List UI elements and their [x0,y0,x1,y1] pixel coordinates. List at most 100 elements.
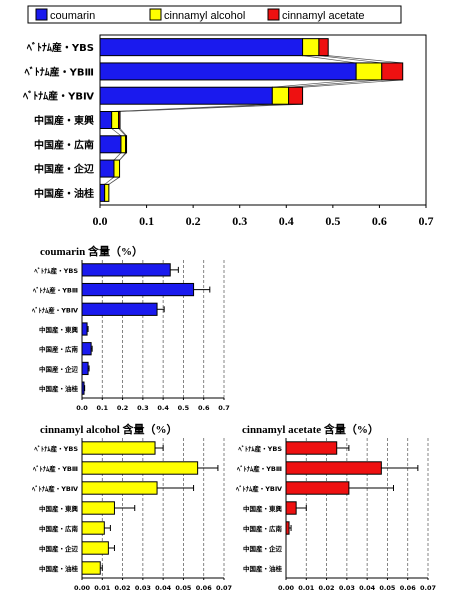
x-tick-label: 0.01 [94,584,111,592]
x-tick-label: 0.05 [379,584,396,592]
bar-segment [99,159,115,178]
legend: coumarin cinnamyl alcohol cinnamyl acetate [27,5,402,24]
legend-label: coumarin [50,10,95,22]
x-tick-label: 0.5 [178,404,190,412]
series-connector-line [119,128,127,137]
bar-segment [271,86,290,105]
category-label: ﾍﾞﾄﾅﾑ産・YBS [237,444,282,453]
bar-segment [381,62,404,81]
x-tick-label: 0.2 [186,214,201,228]
bar-segment [318,38,329,57]
x-tick-label: 0.00 [74,584,91,592]
legend-swatch [149,8,162,21]
stacked-content-chart: ﾍﾞﾄﾅﾑ産・YBS ﾍﾞﾄﾅﾑ産・YBⅢ ﾍﾞﾄﾅﾑ産・YBⅣ 中国産・東興中国産・… [22,34,434,228]
series-connector-line [272,79,357,88]
x-tick-label: 0.05 [175,584,192,592]
bar [285,521,290,535]
x-tick-label: 0.1 [139,214,154,228]
bar-segment [99,183,106,202]
series-connector-line [120,103,303,112]
bar [81,441,156,455]
bar-segment [125,135,128,154]
bar [81,461,199,475]
x-tick-label: 0.01 [298,584,315,592]
bar [81,481,158,495]
category-label: 中国産・企辺 [39,544,79,553]
x-tick-label: 0.2 [117,404,129,412]
bar [81,501,115,515]
category-label: ﾍﾞﾄﾅﾑ産・YBⅢ [32,286,78,295]
series-connector-line [288,79,382,88]
series-connector-line [302,55,357,64]
series-connector-line [108,176,120,185]
series-connector-line [118,128,126,137]
category-label: 中国産・企辺 [39,364,79,373]
category-label: 中国産・企辺 [243,544,283,553]
series-connector-line [119,152,127,161]
series-connector-line [302,79,403,88]
x-tick-label: 0.06 [400,584,417,592]
x-tick-label: 0.7 [419,214,434,228]
x-tick-label: 0.6 [198,404,210,412]
series-connector-line [328,55,403,64]
category-label: ﾍﾞﾄﾅﾑ産・YBⅣ [235,484,283,493]
category-label: ﾍﾞﾄﾅﾑ産・YBⅢ [24,65,94,78]
bar [81,282,195,297]
category-label: 中国産・広南 [34,138,94,151]
category-label: ﾍﾞﾄﾅﾑ産・YBⅣ [31,484,79,493]
category-label: 中国産・東興 [39,325,79,334]
x-tick-label: 0.3 [137,404,149,412]
x-tick-label: 0.4 [279,214,294,228]
bar [285,501,297,515]
bar [81,342,92,356]
legend-label: cinnamyl acetate [282,10,365,22]
bar-segment [302,38,320,57]
series-connector-line [113,152,122,161]
category-label: ﾍﾞﾄﾅﾑ産・YBⅢ [236,464,282,473]
series-connector-line [318,55,382,64]
x-tick-label: 0.03 [339,584,355,592]
category-label: 中国産・油桂 [39,564,79,573]
bar-segment [113,159,121,178]
chart-title: cinnamyl acetate 含量（%） [242,422,379,436]
coumarin-chart: coumarin 含量（%） ﾍﾞﾄﾅﾑ産・YBS ﾍﾞﾄﾅﾑ産・YBⅢ ﾍﾞﾄﾅﾑ産… [31,244,230,412]
bar-segment [99,38,304,57]
x-tick-label: 0.6 [372,214,387,228]
category-label: ﾍﾞﾄﾅﾑ産・YBⅣ [31,305,79,314]
chart-title: cinnamyl alcohol 含量（%） [40,422,178,436]
category-label: 中国産・油桂 [39,384,79,393]
bar-segment [99,86,273,105]
x-tick-label: 0.07 [216,584,232,592]
bar [81,541,109,555]
bar [285,481,350,495]
category-label: ﾍﾞﾄﾅﾑ産・YBS [33,266,78,275]
series-connector-line [111,128,122,137]
x-tick-label: 0.02 [319,584,335,592]
x-tick-label: 0.0 [93,214,108,228]
category-label: 中国産・東興 [243,504,283,513]
bar [81,521,105,535]
bar [81,361,89,376]
bar-segment [99,62,357,81]
bar-segment [355,62,383,81]
legend-label: cinnamyl alcohol [164,10,245,22]
category-label: 中国産・広南 [243,524,283,533]
bar [81,381,85,395]
legend-swatch [267,8,280,21]
cinnamyl-alcohol-chart: cinnamyl alcohol 含量（%） ﾍﾞﾄﾅﾑ産・YBS ﾍﾞﾄﾅﾑ産・Y… [31,422,232,592]
bar [285,461,382,475]
category-label: ﾍﾞﾄﾅﾑ産・YBS [26,41,94,54]
x-tick-label: 0.03 [135,584,151,592]
category-label: 中国産・東興 [39,504,79,513]
bar-segment [99,111,113,129]
bar [81,322,88,336]
category-label: ﾍﾞﾄﾅﾑ産・YBⅢ [32,464,78,473]
bar-segment [288,86,304,105]
x-tick-label: 0.4 [157,404,169,412]
x-tick-label: 0.3 [232,214,247,228]
bar-segment [99,135,122,154]
bar [285,441,338,455]
x-tick-label: 0.02 [115,584,131,592]
cinnamyl-acetate-chart: cinnamyl acetate 含量（%） ﾍﾞﾄﾅﾑ産・YBS ﾍﾞﾄﾅﾑ産・Y… [235,422,436,592]
bar [81,561,101,575]
